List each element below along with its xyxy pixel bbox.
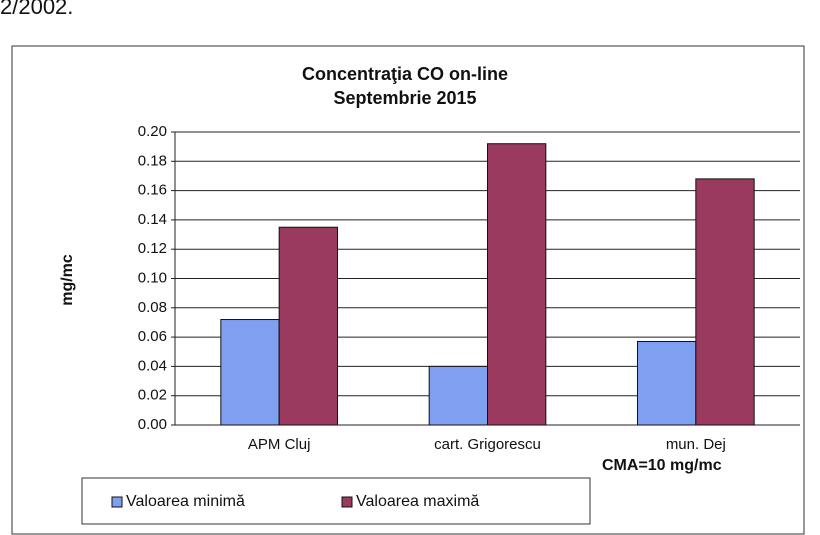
y-tick-label: 0.00 — [138, 416, 167, 433]
legend-swatch — [111, 496, 123, 508]
chart-subtitle: Septembrie 2015 — [333, 88, 476, 108]
y-tick-label: 0.02 — [138, 387, 167, 404]
chart-frame — [11, 45, 805, 535]
bar — [428, 365, 488, 426]
y-axis-label: mg/mc — [59, 254, 76, 306]
y-tick-label: 0.04 — [138, 357, 167, 374]
legend-label: Valoarea maximă — [356, 493, 479, 510]
legend-box — [81, 477, 591, 525]
bar — [220, 319, 280, 426]
y-tick-label: 0.12 — [138, 240, 167, 257]
y-tick-label: 0.18 — [138, 152, 167, 169]
legend-swatch — [341, 496, 353, 508]
x-tick-label: mun. Dej — [666, 436, 726, 453]
chart-title: Concentraţia CO on-line — [302, 64, 508, 84]
y-tick-label: 0.06 — [138, 328, 167, 345]
x-tick-label: cart. Grigorescu — [434, 436, 541, 453]
x-tick-label: APM Cluj — [248, 436, 311, 453]
y-tick-label: 0.08 — [138, 299, 167, 316]
page-header: 2/2002. — [0, 0, 73, 19]
bar — [695, 178, 755, 426]
bar — [278, 226, 338, 426]
legend-label: Valoarea minimă — [126, 493, 245, 510]
bar — [487, 143, 547, 426]
y-tick-label: 0.10 — [138, 269, 167, 286]
bar — [637, 340, 697, 426]
y-tick-label: 0.20 — [138, 123, 167, 140]
y-tick-label: 0.16 — [138, 182, 167, 199]
y-tick-label: 0.14 — [138, 211, 167, 228]
annotation: CMA=10 mg/mc — [602, 457, 722, 474]
